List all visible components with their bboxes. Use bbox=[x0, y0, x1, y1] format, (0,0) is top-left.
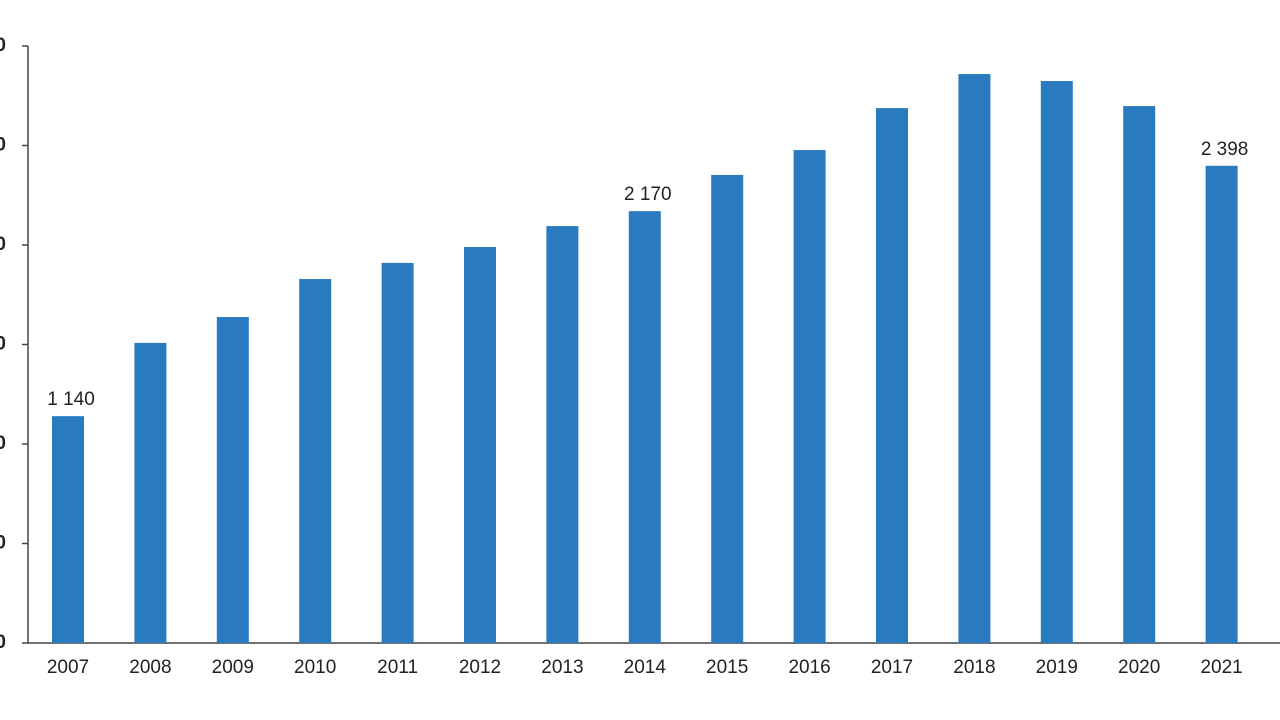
x-tick-label: 2018 bbox=[953, 657, 995, 678]
x-tick-label: 2017 bbox=[871, 657, 913, 678]
x-tick-label: 2009 bbox=[212, 657, 254, 678]
bar bbox=[134, 342, 167, 643]
y-tick-label: 2000 bbox=[0, 234, 6, 255]
bar bbox=[546, 226, 579, 643]
x-tick-label: 2019 bbox=[1036, 657, 1078, 678]
bar bbox=[793, 150, 826, 643]
value-label: 2 170 bbox=[624, 184, 672, 205]
bar bbox=[1123, 106, 1156, 643]
bar bbox=[628, 211, 661, 644]
x-tick-label: 2021 bbox=[1200, 657, 1242, 678]
x-tick-label: 2016 bbox=[788, 657, 830, 678]
bar bbox=[711, 174, 744, 643]
x-tick-label: 2010 bbox=[294, 657, 336, 678]
bar bbox=[381, 262, 414, 643]
bar bbox=[876, 108, 908, 643]
x-tick-label: 2008 bbox=[129, 657, 171, 678]
y-tick-label: 2500 bbox=[0, 135, 6, 156]
bar bbox=[299, 279, 332, 643]
x-tick-label: 2020 bbox=[1118, 657, 1160, 678]
x-tick-label: 2013 bbox=[541, 657, 583, 678]
bar bbox=[958, 74, 991, 643]
x-tick-label: 2014 bbox=[624, 657, 667, 678]
x-tick-label: 2015 bbox=[706, 657, 748, 678]
y-tick-label: 1000 bbox=[0, 433, 6, 454]
x-tick-label: 2007 bbox=[47, 657, 89, 678]
value-label: 2 398 bbox=[1201, 139, 1249, 160]
y-tick-label: 0 bbox=[0, 632, 6, 653]
value-label: 1 140 bbox=[47, 389, 95, 410]
bar bbox=[1205, 165, 1238, 643]
y-tick-label: 1500 bbox=[0, 334, 6, 355]
bar bbox=[216, 317, 249, 643]
x-tick-label: 2011 bbox=[377, 657, 418, 678]
bar bbox=[464, 246, 496, 644]
y-tick-label: 3000 bbox=[0, 35, 6, 56]
bar bbox=[1040, 81, 1073, 644]
x-tick-label: 2012 bbox=[459, 657, 501, 678]
y-tick-label: 500 bbox=[0, 533, 6, 554]
bar bbox=[52, 416, 84, 643]
